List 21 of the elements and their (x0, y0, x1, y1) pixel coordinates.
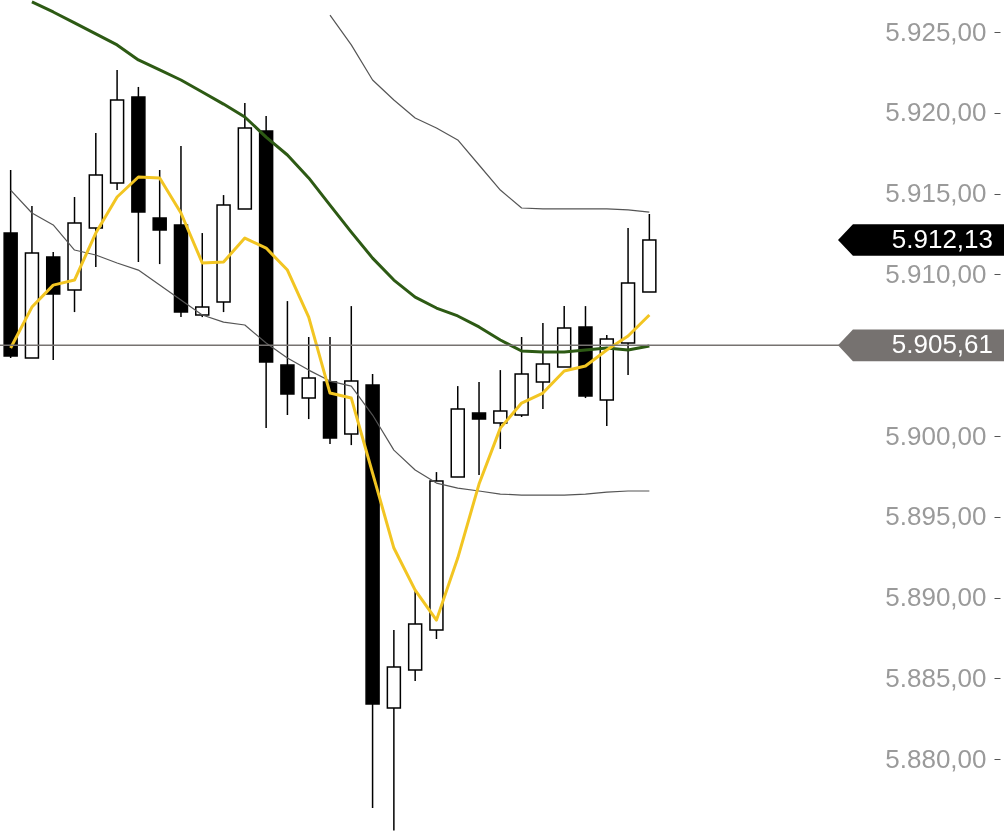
y-tick-label: 5.880,00 (885, 743, 987, 774)
line-series (30, 0, 651, 354)
line-series (9, 175, 651, 622)
text: 5.912,13 (891, 224, 993, 254)
line-series (329, 14, 650, 213)
candlestick (535, 322, 551, 410)
y-tick-label: 5.925,00 (885, 16, 987, 47)
line-series (10, 189, 650, 496)
candlestick (152, 169, 167, 265)
y-tick-label: 5.890,00 (885, 582, 987, 613)
y-tick-label: 5.915,00 (885, 178, 987, 209)
y-tick-label: 5.920,00 (885, 97, 987, 128)
ref-line-label: 5.905,61 (891, 329, 993, 360)
candlestick (195, 232, 210, 318)
candlestick (301, 336, 316, 420)
y-tick-label: 5.900,00 (885, 420, 987, 451)
y-tick-label: 5.910,00 (885, 258, 987, 289)
candlestick (493, 369, 508, 450)
candlestick (471, 381, 487, 476)
y-tick-label: 5.895,00 (885, 501, 987, 532)
y-tick-label: 5.885,00 (885, 662, 987, 693)
